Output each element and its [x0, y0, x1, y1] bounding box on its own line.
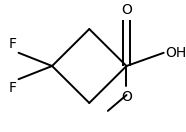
Text: O: O: [121, 90, 132, 104]
Text: OH: OH: [166, 46, 186, 60]
Text: F: F: [9, 81, 17, 95]
Text: F: F: [9, 37, 17, 51]
Text: O: O: [121, 3, 132, 17]
